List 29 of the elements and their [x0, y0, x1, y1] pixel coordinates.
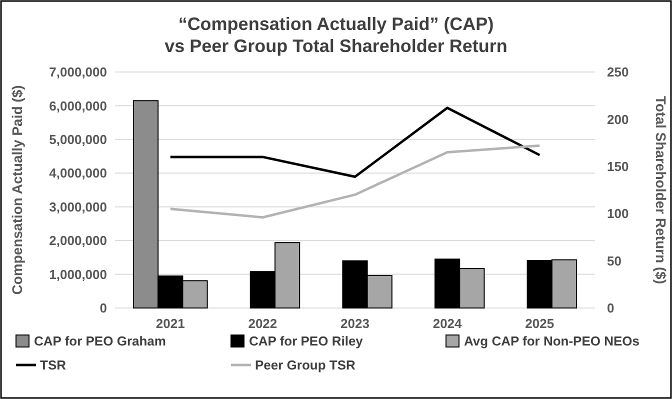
- y-tick-label: 1,000,000: [49, 266, 107, 282]
- line-series: [169, 106, 541, 178]
- x-tick-label: 2025: [525, 316, 554, 331]
- legend-label: CAP for PEO Riley: [249, 334, 364, 349]
- y-tick-label: 6,000,000: [49, 98, 107, 114]
- x-tick-label: 2021: [156, 316, 185, 331]
- y-tick-label: 4,000,000: [49, 166, 107, 181]
- legend-label: Avg CAP for Non-PEO NEOs: [464, 334, 640, 349]
- legend-label: Peer Group TSR: [255, 358, 356, 373]
- y2-tick-label: 100: [607, 206, 629, 222]
- y2-tick-label: 0: [607, 300, 614, 316]
- legend-label: TSR: [40, 358, 67, 373]
- y-tick-label: 2,000,000: [49, 233, 107, 248]
- legend-label: CAP for PEO Graham: [34, 334, 166, 349]
- x-tick-label: 2024: [432, 316, 463, 331]
- y2-tick-label: 150: [607, 158, 629, 174]
- x-tick-label: 2023: [340, 316, 370, 331]
- y-tick-label: 5,000,000: [49, 132, 107, 147]
- y-axis-title: Compensation Actually Paid ($): [9, 85, 25, 295]
- y2-tick-label: 200: [607, 112, 629, 127]
- y-tick-label: 7,000,000: [49, 64, 107, 80]
- line-series: [169, 144, 541, 219]
- y2-tick-label: 50: [607, 253, 622, 268]
- y-tick-label: 0: [100, 300, 107, 316]
- y-tick-label: 3,000,000: [49, 199, 107, 214]
- y2-tick-label: 250: [607, 64, 629, 80]
- y2-axis-title: Total Shareholder Return ($): [653, 96, 669, 284]
- x-tick-label: 2022: [248, 316, 278, 331]
- chart-title: “Compensation Actually Paid” (CAP) vs Peer Group Total Shareholder Return: [164, 14, 508, 56]
